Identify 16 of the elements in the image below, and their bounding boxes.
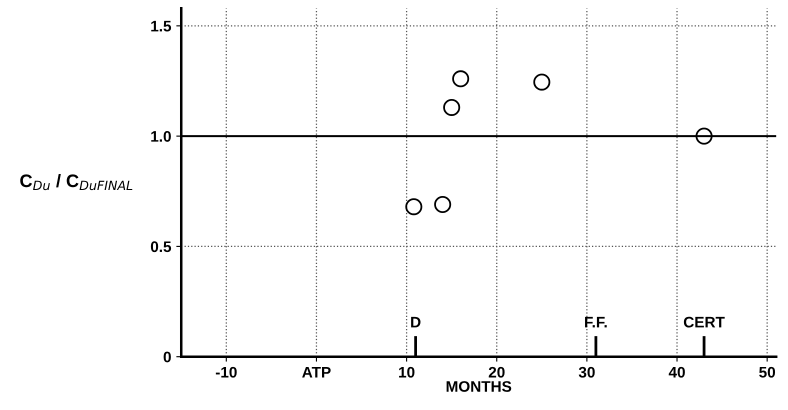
x-tick-label: -10 <box>216 366 237 378</box>
y-tick-label: 0 <box>164 352 171 362</box>
y-tick-label: 1.0 <box>151 131 171 142</box>
ref-line-label: D <box>411 316 420 328</box>
x-tick-label: ATP <box>302 366 331 378</box>
y-axis-title: C$_{Du}$ / C$_{DuFINAL}$ <box>20 174 132 190</box>
x-tick-label: 20 <box>488 366 505 378</box>
ref-line-label: F.F. <box>585 316 607 328</box>
y-tick-label: 1.5 <box>151 20 172 32</box>
x-axis-title: MONTHS <box>446 381 512 392</box>
x-tick-label: 10 <box>399 366 414 378</box>
x-tick-label: 50 <box>759 366 776 378</box>
ref-line-label: CERT <box>684 316 725 328</box>
x-tick-label: 30 <box>578 366 595 378</box>
y-tick-label: 0.5 <box>150 241 172 252</box>
x-tick-label: 40 <box>668 366 685 378</box>
